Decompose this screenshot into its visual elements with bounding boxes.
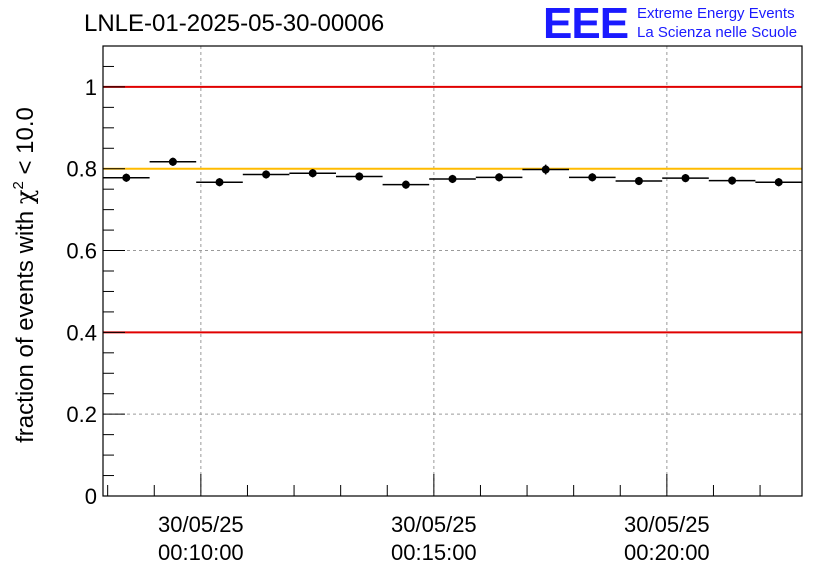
data-point — [382, 180, 430, 189]
eee-logo-mark: EEE — [543, 0, 629, 48]
x-tick-label-time: 00:10:00 — [158, 540, 244, 565]
data-point-marker — [634, 177, 643, 185]
data-point-marker — [401, 180, 410, 189]
data-point — [708, 176, 756, 185]
data-point — [569, 173, 616, 182]
chart-title: LNLE-01-2025-05-30-00006 — [84, 10, 385, 37]
data-point-marker — [774, 178, 783, 187]
x-tick-label-date: 30/05/25 — [158, 512, 244, 537]
data-point — [615, 176, 663, 186]
logo-line-2: La Scienza nelle Scuole — [637, 24, 798, 41]
x-tick-label-time: 00:15:00 — [391, 540, 477, 565]
data-point-marker — [588, 173, 597, 182]
data-point — [103, 173, 150, 182]
x-tick-label-time: 00:20:00 — [624, 540, 710, 565]
data-point-marker — [541, 165, 550, 174]
data-point-marker — [215, 178, 224, 187]
data-point-marker — [355, 172, 364, 181]
data-point-marker — [262, 170, 271, 179]
data-point — [336, 172, 383, 181]
y-tick-label: 0.8 — [66, 157, 97, 182]
logo-line-1: Extreme Energy Events — [637, 5, 795, 22]
data-point-marker — [681, 174, 690, 183]
data-point-marker — [728, 176, 737, 185]
data-point — [242, 170, 290, 179]
y-tick-label: 0 — [85, 484, 97, 509]
data-point-marker — [168, 157, 177, 166]
x-tick-label-date: 30/05/25 — [624, 512, 710, 537]
data-point — [755, 178, 802, 187]
x-tick-label-date: 30/05/25 — [391, 512, 477, 537]
y-axis-label: fraction of events with χ2 < 10.0 — [10, 107, 39, 443]
data-point — [475, 173, 523, 182]
data-point — [522, 164, 569, 175]
data-point — [662, 174, 709, 183]
data-point-marker — [122, 173, 131, 182]
plot-background — [103, 46, 802, 496]
y-tick-label: 0.2 — [66, 402, 97, 427]
data-point — [289, 169, 336, 178]
data-point — [196, 178, 243, 187]
data-point-marker — [495, 173, 504, 182]
data-point — [429, 174, 476, 184]
data-point-marker — [448, 174, 457, 183]
data-point — [149, 157, 197, 166]
data-point-marker — [308, 169, 317, 178]
eee-logo-caption: Extreme Energy Events La Scienza nelle S… — [637, 4, 797, 42]
y-tick-label: 0.6 — [66, 239, 97, 264]
y-tick-label: 0.4 — [66, 320, 97, 345]
y-tick-label: 1 — [85, 75, 97, 100]
